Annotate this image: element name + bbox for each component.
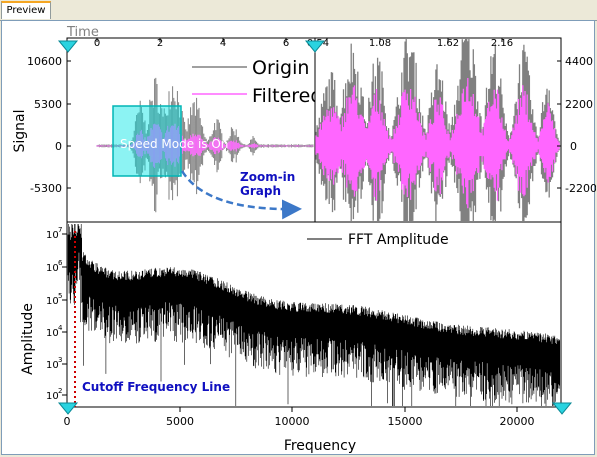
fft-graph[interactable]: Cutoff Frequency Line FFT Amplitude 0 50… <box>20 221 562 454</box>
fft-range-marker-icon[interactable] <box>57 402 79 415</box>
zoom-ytick: 4400 <box>565 55 593 68</box>
signal-xtick: 2 <box>157 38 163 49</box>
svg-text:10: 10 <box>46 263 59 274</box>
svg-text:7: 7 <box>58 226 62 234</box>
preview-panel: Speed Mode is On Time 0 2 4 6 10600 5300… <box>1 20 596 455</box>
zoom-ytick: 0 <box>570 140 577 153</box>
fft-xtick: 15000 <box>388 415 423 428</box>
fft-ytick: 10 4 <box>46 324 63 339</box>
svg-text:3: 3 <box>58 356 62 364</box>
signal-ytick: 0 <box>55 140 62 153</box>
svg-text:2: 2 <box>58 387 62 395</box>
fft-xtick: 5000 <box>166 415 194 428</box>
fft-ytick: 10 6 <box>46 259 63 274</box>
svg-text:5: 5 <box>58 292 62 300</box>
legend-fft-label: FFT Amplitude <box>348 232 449 248</box>
svg-text:10: 10 <box>46 296 59 307</box>
signal-xlabel: Time <box>66 25 99 40</box>
zoom-in-label-line2: Graph <box>240 184 281 198</box>
fft-ylabel: Amplitude <box>20 303 36 375</box>
svg-text:4: 4 <box>58 324 63 332</box>
fft-xtick: 0 <box>64 415 71 428</box>
zoom-in-label: Zoom-in <box>240 170 295 184</box>
zoom-graph[interactable]: 0.54 1.08 1.62 2.16 4400 2200 0 -2200 <box>307 37 596 223</box>
speed-mode-text: Speed Mode is On <box>120 137 228 151</box>
range-marker-icon[interactable] <box>304 40 326 53</box>
zoom-filtered-trace <box>315 78 560 209</box>
svg-text:10: 10 <box>46 391 59 402</box>
fft-ytick: 10 2 <box>46 387 62 402</box>
graph-canvas: Speed Mode is On Time 0 2 4 6 10600 5300… <box>12 25 596 454</box>
fft-ytick: 10 5 <box>46 292 62 307</box>
tab-preview[interactable]: Preview <box>1 1 51 19</box>
tab-bar: Preview <box>0 0 597 21</box>
signal-ytick: 5300 <box>34 98 62 111</box>
svg-text:10: 10 <box>46 328 59 339</box>
signal-xtick: 4 <box>220 38 226 49</box>
signal-ytick: -5300 <box>30 182 62 195</box>
fft-range-marker-icon[interactable] <box>551 402 573 415</box>
zoom-selection-box[interactable] <box>112 105 182 177</box>
fft-ytick: 10 3 <box>46 356 62 371</box>
svg-text:10: 10 <box>46 230 59 241</box>
fft-amplitude-trace <box>67 224 560 406</box>
zoom-xtick: 1.62 <box>437 38 459 49</box>
fft-xtick: 20000 <box>500 415 535 428</box>
svg-text:6: 6 <box>58 259 63 267</box>
zoom-xtick: 1.08 <box>369 38 391 49</box>
cutoff-label: Cutoff Frequency Line <box>82 380 230 394</box>
signal-ytick: 10600 <box>27 55 62 68</box>
zoom-xtick: 2.16 <box>491 38 513 49</box>
svg-text:10: 10 <box>46 360 59 371</box>
filtered-signal-trace <box>96 123 314 168</box>
signal-xtick: 0 <box>94 38 100 49</box>
fft-xlabel: Frequency <box>284 438 356 454</box>
zoom-ytick: 2200 <box>565 98 593 111</box>
fft-xtick: 10000 <box>275 415 310 428</box>
range-marker-icon[interactable] <box>57 40 79 53</box>
zoom-ytick: -2200 <box>565 182 596 195</box>
legend-filtered-label: Filtered <box>252 85 322 107</box>
signal-graph[interactable]: Speed Mode is On Time 0 2 4 6 10600 5300… <box>12 25 417 223</box>
signal-xtick: 6 <box>283 38 289 49</box>
fft-ytick: 10 7 <box>46 226 62 241</box>
signal-ylabel: Signal <box>12 109 28 152</box>
